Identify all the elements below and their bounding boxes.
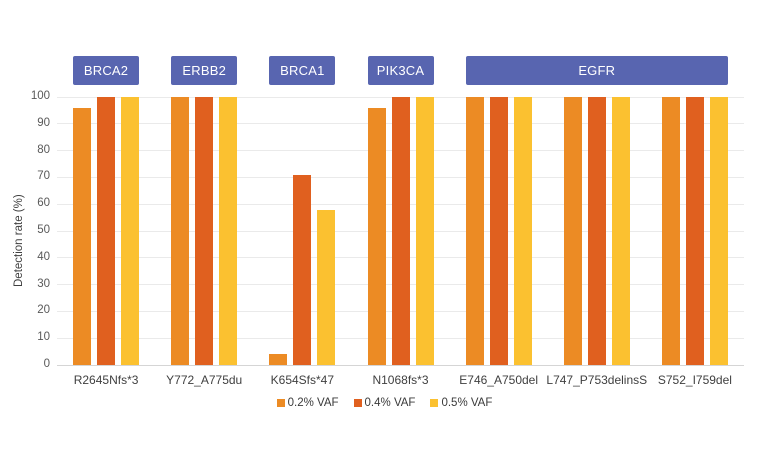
gene-header-erbb2: ERBB2 [171,56,238,85]
bar [611,97,630,365]
legend-swatch [353,399,362,407]
bar [73,107,92,365]
y-tick-label: 10 [37,331,50,344]
bar [563,97,582,365]
y-tick-label: 30 [37,277,50,290]
bar [195,97,214,365]
legend-label: 0.4% VAF [364,397,416,409]
legend-label: 0.5% VAF [441,397,493,409]
gene-header-brca1: BRCA1 [269,56,336,85]
x-tick-label: K654Sfs*47 [270,373,335,387]
bar [709,97,728,365]
x-tick-label: S752_I759del [657,373,732,387]
bar [97,97,116,365]
legend-item: 0.2% VAF [276,397,339,409]
bar [171,97,190,365]
bar [269,354,288,365]
plot-area [57,96,744,366]
x-tick-label: L747_P753delinsS [546,373,648,387]
x-tick-label: N1068fs*3 [372,373,429,387]
x-tick-label: E746_A750del [459,373,539,387]
y-tick-label: 100 [30,90,50,102]
y-tick-label: 20 [37,304,50,317]
bar [465,97,484,365]
y-tick-label: 80 [37,143,50,156]
bar [415,97,434,365]
bar [661,97,680,365]
bar [391,97,410,365]
y-tick-label: 60 [37,197,50,210]
legend-swatch [276,399,285,407]
gene-header-pik3ca: PIK3CA [367,56,434,85]
bar [293,174,312,365]
legend-item: 0.4% VAF [353,397,416,409]
gene-header-brca2: BRCA2 [73,56,140,85]
y-tick-label: 70 [37,170,50,183]
y-tick-label: 90 [37,116,50,129]
bar [367,107,386,365]
legend: 0.2% VAF 0.4% VAF 0.5% VAF [0,397,769,409]
y-tick-label: 40 [37,250,50,263]
y-tick-label: 50 [37,224,50,236]
x-tick-label: R2645Nfs*3 [73,373,139,387]
bar [685,97,704,365]
legend-item: 0.5% VAF [430,397,492,409]
bar [587,97,606,365]
bar [121,97,140,365]
legend-swatch [430,399,439,407]
bar [489,97,508,365]
x-axis-line [57,364,744,366]
bar [317,209,336,365]
bar [513,97,532,365]
y-tick-label: 0 [43,358,50,370]
legend-label: 0.2% VAF [287,397,339,409]
gene-header-egfr: EGFR [465,56,728,85]
x-tick-label: Y772_A775du [166,373,243,387]
bar [219,97,238,365]
